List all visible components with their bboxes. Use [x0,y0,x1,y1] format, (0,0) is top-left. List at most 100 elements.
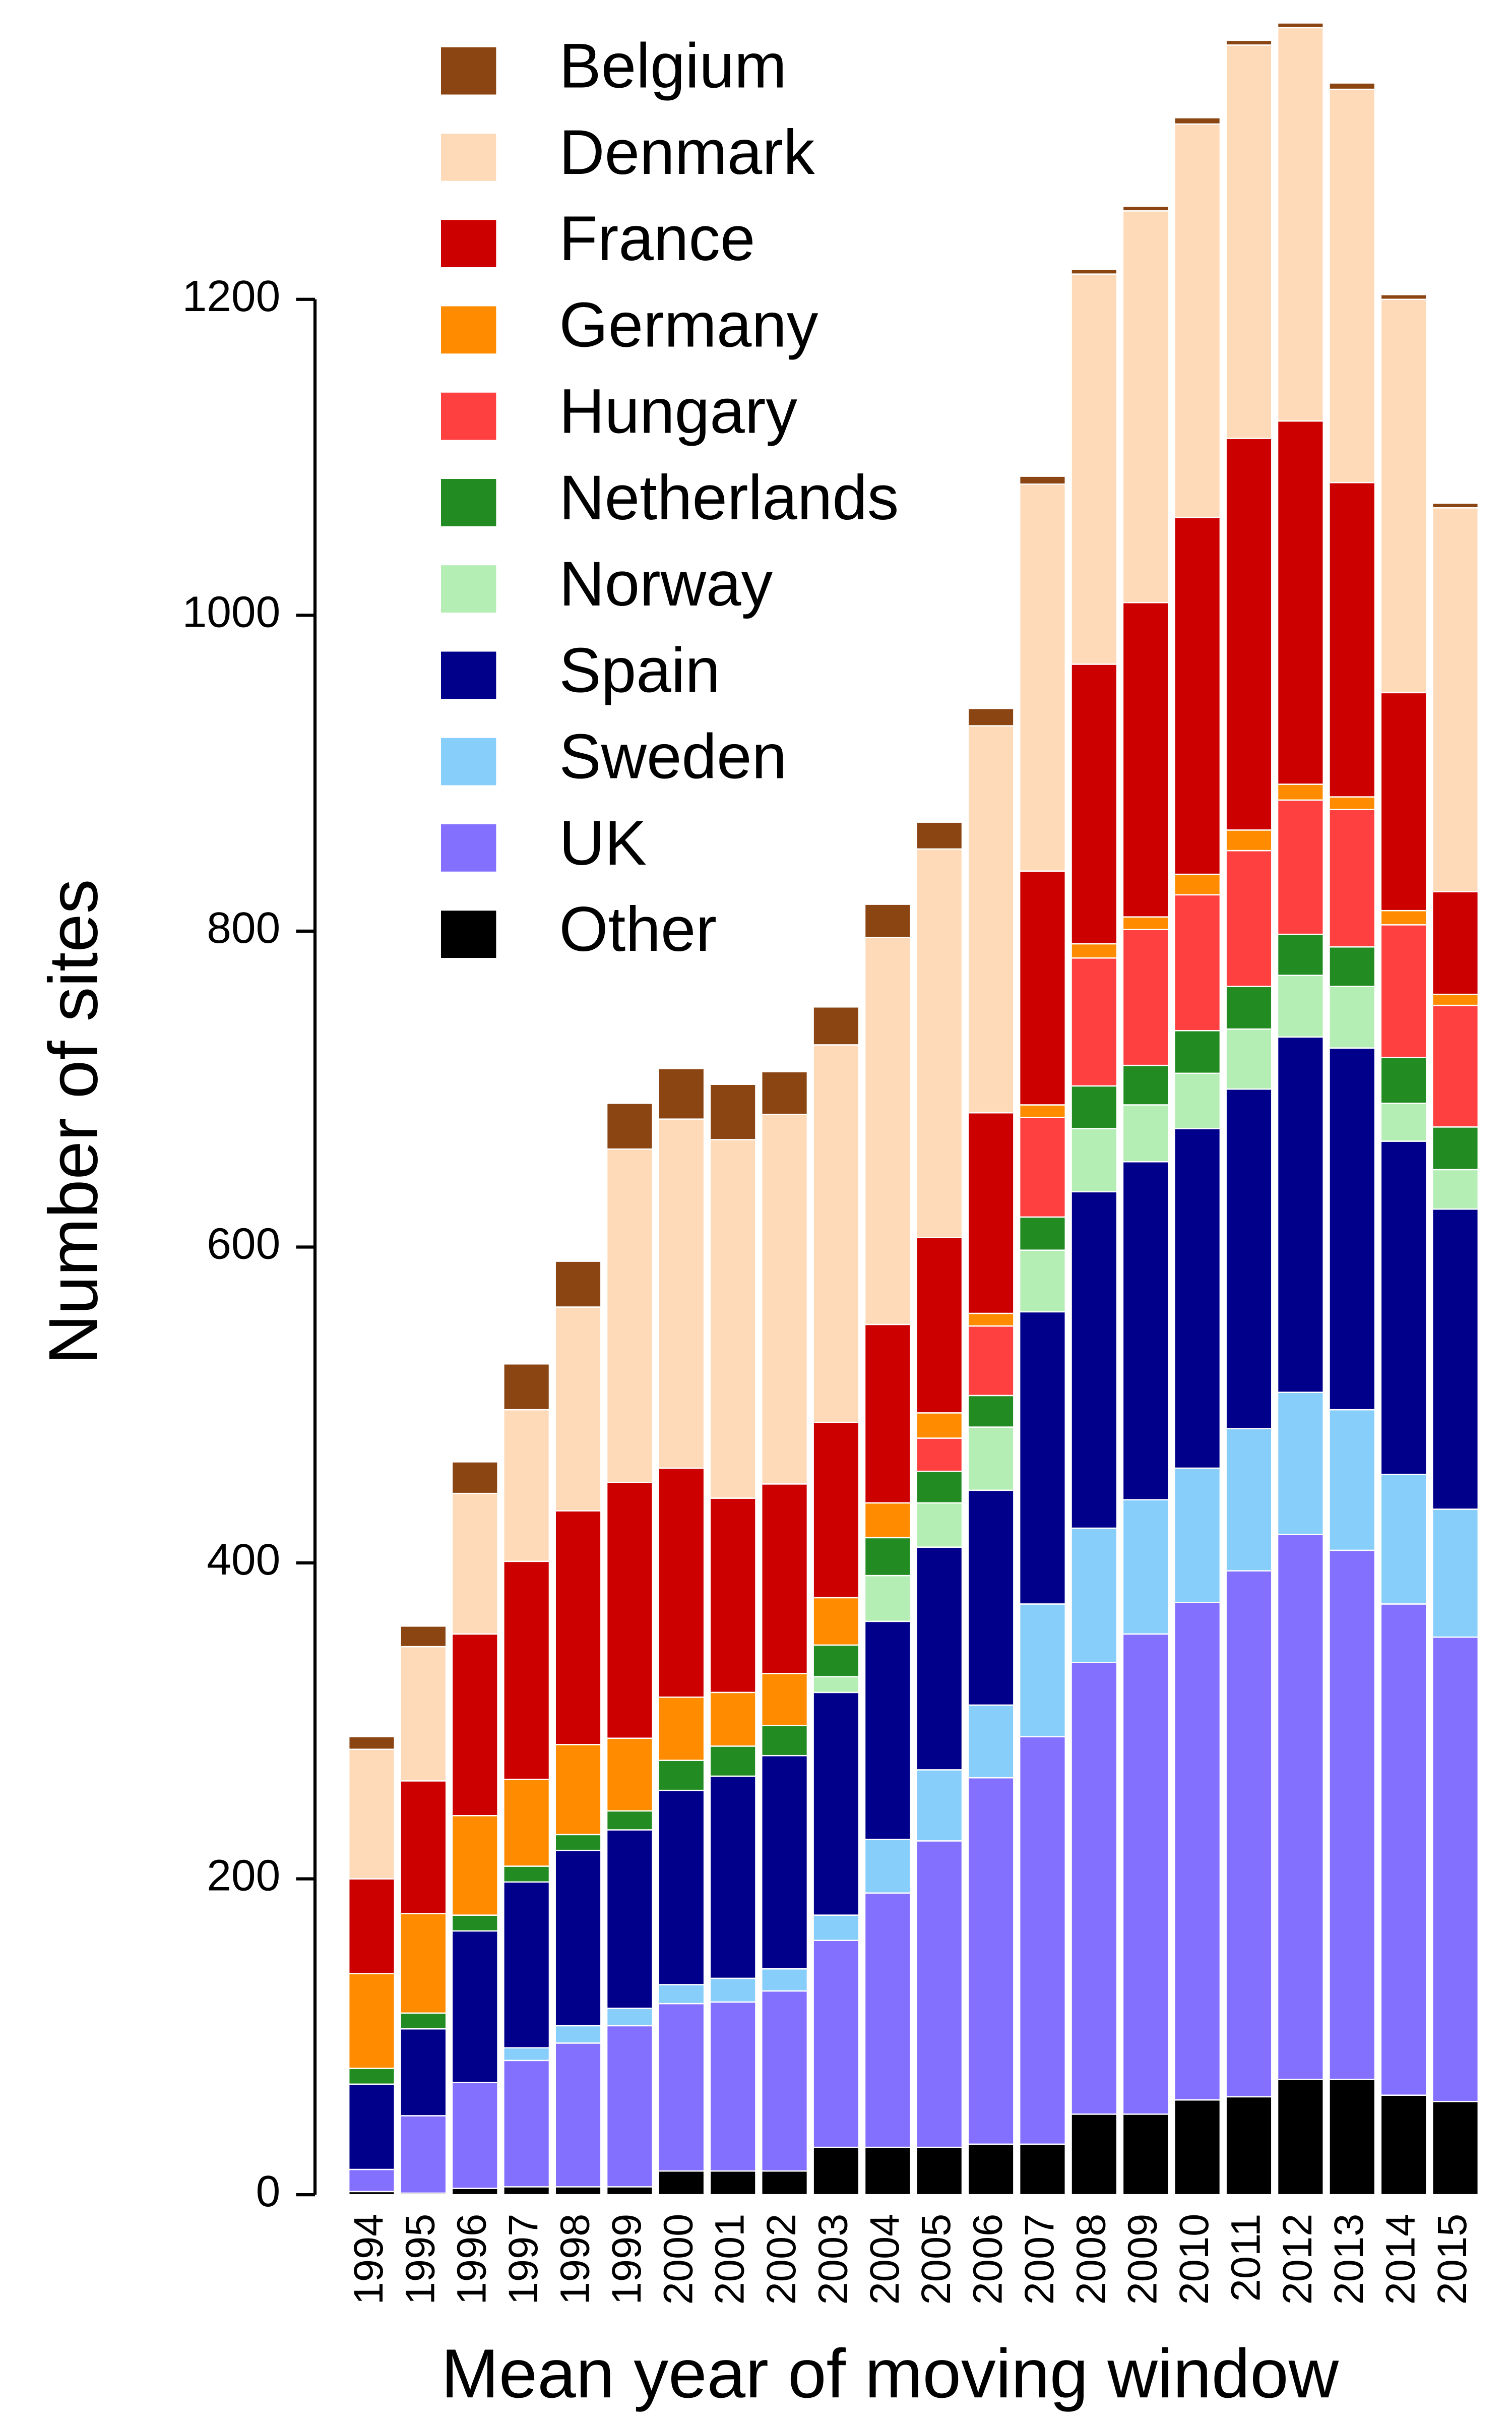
bar-segment [554,1744,602,1836]
bar-segment [916,1471,963,1504]
bar-segment [916,848,963,1238]
bar-segment [1019,1249,1066,1313]
bar-segment [864,1838,911,1894]
bar-segment [1019,483,1066,872]
bar-segment [761,1114,808,1485]
bar-segment [606,2186,653,2196]
bar-segment [503,1865,550,1883]
bar-segment [1122,1104,1169,1163]
bar-segment [658,1789,705,1985]
bar-segment [606,2025,653,2188]
bar-segment [1070,273,1118,665]
legend-swatch [441,651,496,699]
bar-segment [1329,481,1376,798]
legend-label: Sweden [559,722,787,792]
bar-segment [348,2083,396,2170]
legend-label: Belgium [559,31,787,101]
bar-segment [451,1492,498,1635]
bar-segment [1329,946,1376,987]
bar-segment [400,1646,447,1782]
bar-segment [864,1323,911,1504]
bar-segment [1174,1602,1221,2101]
bar-segment [606,1810,653,1831]
bar-segment [1070,1191,1118,1529]
x-tick-label: 2009 [1120,2214,1166,2305]
bar-segment [761,1968,808,1992]
bar-segment [864,1892,911,2148]
bar-segment [1380,1140,1427,1475]
bar-segment [812,2146,860,2196]
y-tick-label: 1000 [182,587,281,636]
bar-segment [916,1769,963,1842]
bar-segment [1225,829,1273,852]
bar-segment [761,2170,808,2196]
bar-segment [503,2047,550,2062]
bar-segment [503,1881,550,2049]
bar-segment [916,2146,963,2196]
bar-segment [658,1118,705,1469]
bar-segment [1122,210,1169,603]
bar-segment [554,2025,602,2044]
bar-segment [1174,516,1221,875]
y-tick-label: 600 [207,1219,280,1268]
bar-segment [761,1071,808,1115]
bar-segment [761,1483,808,1674]
bar-segment [709,1139,757,1499]
bar-segment [1019,1216,1066,1251]
bar-segment [967,2143,1015,2196]
bar-segment [1174,1072,1221,1129]
x-tick-label: 2015 [1429,2214,1475,2305]
bar-segment [1122,929,1169,1066]
bar-segment [709,1977,757,2003]
bar-segment [1225,1570,1273,2098]
x-tick-label: 2002 [759,2214,804,2305]
legend-swatch [441,479,496,526]
x-tick-label: 2011 [1223,2214,1269,2302]
legend-swatch [441,392,496,440]
bar-segment [1070,268,1118,275]
bar-segment [1380,2094,1427,2196]
bar-segment [1122,1633,1169,2115]
x-tick-label: 1999 [604,2214,650,2305]
bar-segment [864,937,911,1325]
bar-segment [761,1990,808,2172]
bar-segment [1431,1004,1479,1128]
legend-label: Hungary [559,377,797,447]
bar-segment [1277,1392,1324,1535]
bar-segment [709,1775,757,1979]
bar-segment [1122,2113,1169,2196]
bar-segment [658,2003,705,2172]
bar-segment [1019,1117,1066,1218]
bar-segment [761,1754,808,1970]
bar-segment [967,1312,1015,1327]
x-tick-label: 2000 [655,2214,701,2305]
bar-segment [1070,663,1118,945]
bar-segment [1329,88,1376,483]
bar-segment [554,1849,602,2027]
legend-swatch [441,911,496,958]
y-tick-label: 1200 [182,271,281,321]
bar-segment [1329,809,1376,948]
bar-segment [761,1673,808,1726]
x-tick-label: 1994 [346,2214,392,2305]
bar-segment [1070,1085,1118,1129]
bar-segment [606,1481,653,1739]
bar-segment [606,2008,653,2027]
y-tick-label: 0 [256,2166,281,2216]
bar-segment [1329,1549,1376,2080]
x-tick-label: 1996 [449,2214,495,2305]
bar-segment [1225,44,1273,439]
bar-segment [554,2186,602,2196]
bar-segment [1380,924,1427,1058]
bar-segment [606,1148,653,1483]
bar-segment [916,821,963,850]
bar-segment [709,1083,757,1140]
bar-segment [1225,39,1273,46]
bar-segment [1431,1126,1479,1171]
bar-segment [451,1815,498,1916]
bar-segment [658,1984,705,2005]
legend-swatch [441,134,496,181]
bar-segment [1019,1736,1066,2145]
bar-segment [451,2188,498,2196]
bar-segment [1277,799,1324,935]
